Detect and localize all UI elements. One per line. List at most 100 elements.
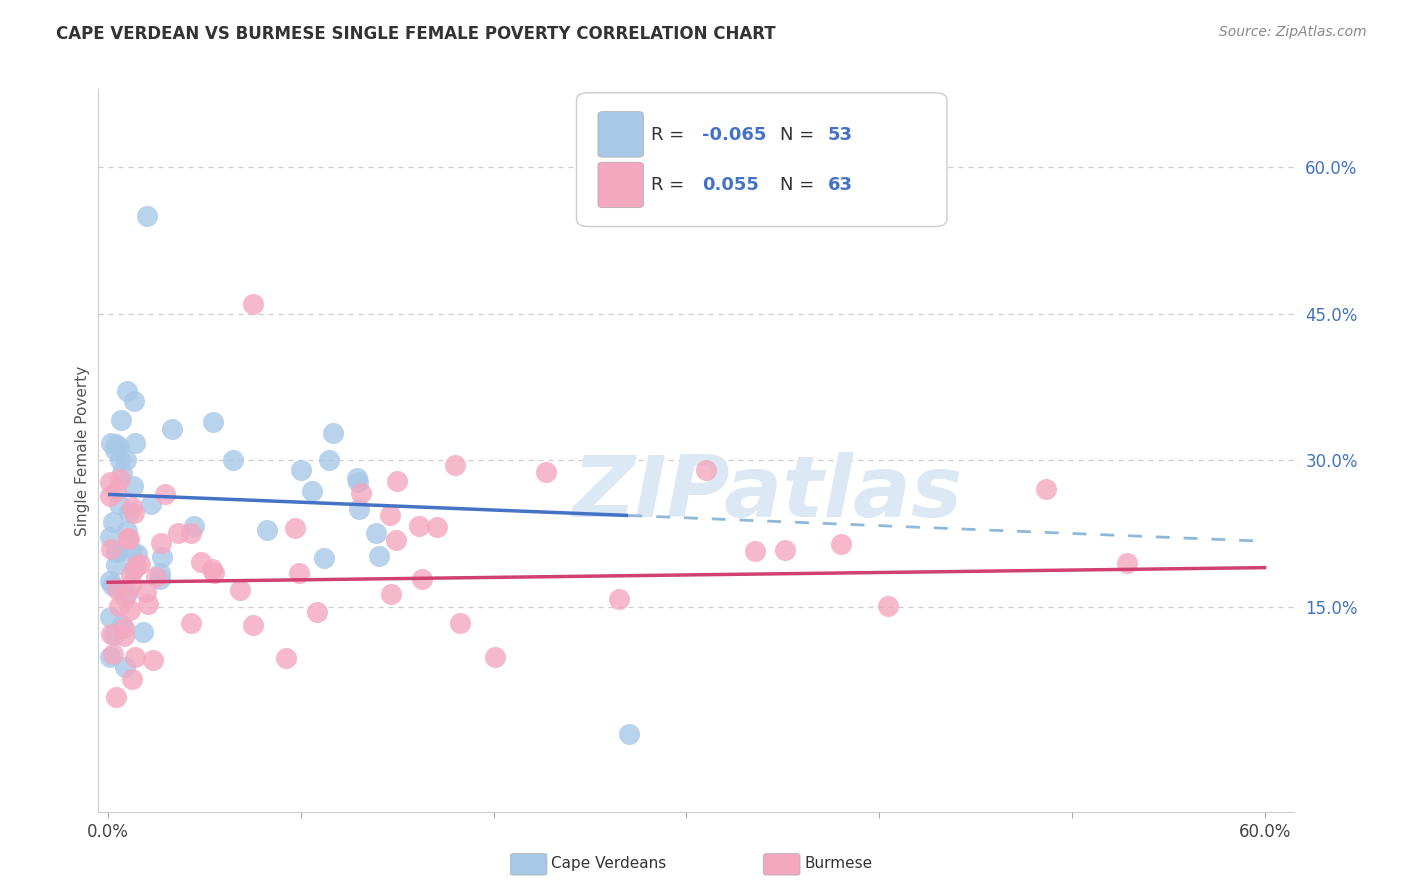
Point [149,536,172,550]
FancyBboxPatch shape [598,162,644,208]
Point [121,500,143,514]
Point [104,442,127,457]
Point [108,472,131,486]
Point [121,479,143,493]
Point [284,520,307,534]
Point [274,651,297,665]
Point [118,505,141,519]
Point [98,475,121,490]
Point [242,297,264,311]
Point [125,547,148,561]
Text: 0.055: 0.055 [702,177,759,194]
Point [288,566,311,581]
Point [149,566,172,580]
Point [202,566,225,580]
Text: ZIPatlas: ZIPatlas [572,452,963,535]
Point [111,617,134,632]
Point [121,578,143,592]
Point [122,506,145,520]
Point [108,599,131,613]
Text: CAPE VERDEAN VS BURMESE SINGLE FEMALE POVERTY CORRELATION CHART: CAPE VERDEAN VS BURMESE SINGLE FEMALE PO… [56,25,776,43]
Point [242,617,264,632]
Point [132,625,155,640]
Point [129,558,152,572]
Point [124,650,146,665]
Text: 63: 63 [827,177,852,194]
Point [180,526,202,541]
Point [103,516,125,530]
Point [775,542,797,557]
Point [120,567,142,582]
Point [100,626,122,640]
Point [105,545,128,559]
Point [229,583,252,598]
Point [118,603,141,617]
Point [105,558,128,572]
Point [118,532,141,546]
Point [305,605,328,619]
Point [101,647,124,661]
Point [103,628,125,642]
Point [104,436,127,450]
Point [100,435,122,450]
Text: -0.065: -0.065 [702,126,766,144]
Point [150,549,173,564]
Point [387,474,409,488]
Point [115,384,138,398]
Point [256,524,278,538]
Point [114,590,136,604]
Point [105,582,128,597]
Point [830,537,852,551]
Point [135,584,157,599]
Point [145,570,167,584]
Point [149,572,172,586]
Point [312,550,335,565]
Point [536,465,558,479]
Point [180,616,202,631]
Point [141,497,163,511]
Point [222,453,245,467]
Point [318,452,340,467]
Point [110,412,132,426]
Point [153,487,176,501]
Point [617,726,640,740]
Point [122,562,145,576]
Point [117,532,139,546]
Point [101,578,124,592]
Point [350,486,373,500]
Text: Burmese: Burmese [804,856,872,871]
Point [408,519,430,533]
Point [190,555,212,569]
Point [411,572,433,586]
Point [100,489,122,503]
Point [108,441,131,455]
Text: Source: ZipAtlas.com: Source: ZipAtlas.com [1219,25,1367,39]
Point [121,545,143,559]
Point [160,422,183,436]
Text: N =: N = [779,177,820,194]
Point [364,525,387,540]
Point [105,483,128,498]
Point [166,526,188,541]
Point [121,672,143,686]
Point [301,483,323,498]
FancyBboxPatch shape [598,112,644,157]
Y-axis label: Single Female Poverty: Single Female Poverty [75,366,90,535]
Point [112,621,135,635]
Point [201,415,224,429]
Point [98,610,121,624]
Point [98,649,121,664]
Point [110,452,132,467]
Point [378,508,401,522]
Point [484,650,506,665]
Point [142,653,165,667]
FancyBboxPatch shape [576,93,948,227]
Point [115,524,138,538]
Point [98,529,121,543]
Text: R =: R = [651,126,689,144]
Point [115,586,138,600]
Point [444,458,467,472]
Point [135,209,157,223]
Point [290,463,312,477]
Point [385,533,408,548]
